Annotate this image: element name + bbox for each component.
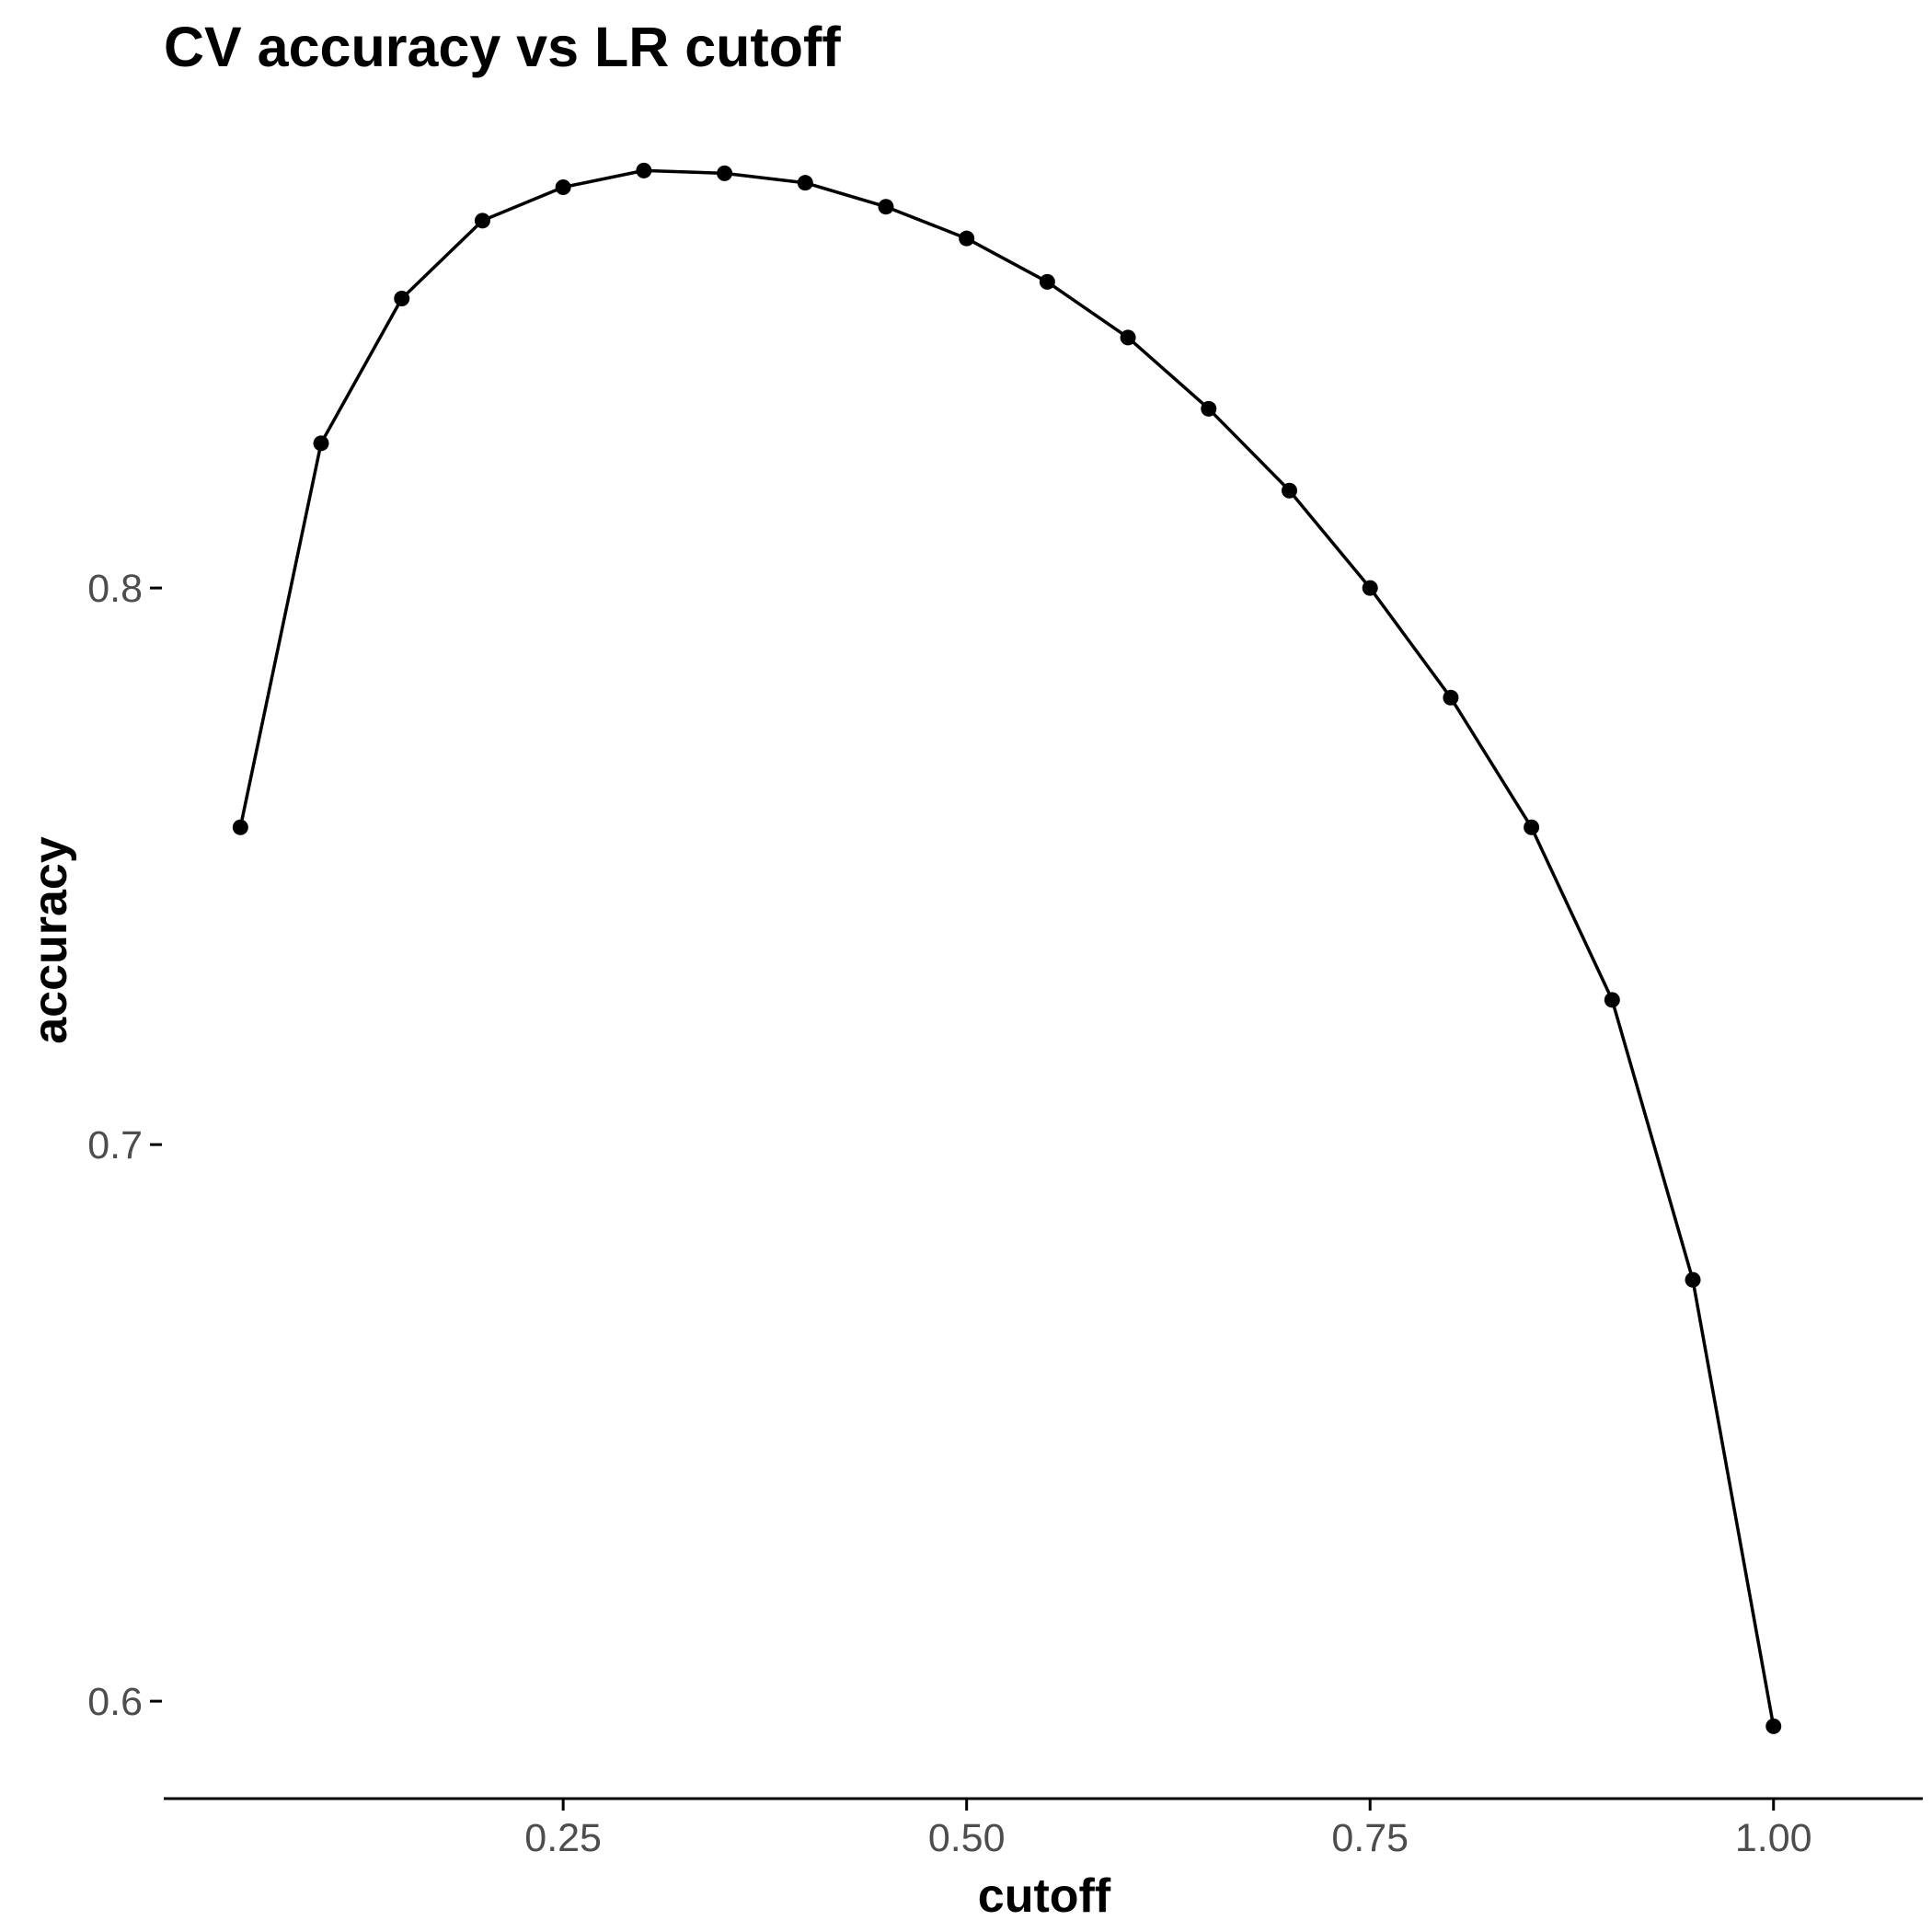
data-point-0-9 xyxy=(959,230,975,247)
x-tick-label-0: 0.25 xyxy=(524,1816,602,1860)
y-tick-label-2: 0.8 xyxy=(87,567,143,611)
y-axis-title: accuracy xyxy=(24,836,77,1044)
x-axis: 0.25 0.50 0.75 1.00 xyxy=(164,1797,1923,1860)
data-point-0-10 xyxy=(1039,273,1055,290)
chart-title: CV accuracy vs LR cutoff xyxy=(164,16,841,78)
data-point-0-17 xyxy=(1604,992,1620,1008)
data-point-0-14 xyxy=(1362,580,1378,596)
data-point-0-1 xyxy=(313,435,329,452)
data-point-0-16 xyxy=(1524,819,1540,835)
data-point-0-2 xyxy=(394,291,410,307)
data-point-0-0 xyxy=(232,819,248,835)
data-point-0-7 xyxy=(797,175,813,191)
data-point-0-4 xyxy=(555,179,571,196)
y-tick-label-1: 0.7 xyxy=(87,1123,143,1167)
data-point-0-12 xyxy=(1201,400,1217,417)
data-point-0-18 xyxy=(1685,1271,1701,1288)
data-point-0-13 xyxy=(1282,482,1298,499)
data-point-0-11 xyxy=(1120,329,1136,346)
y-tick-label-0: 0.6 xyxy=(87,1680,143,1724)
data-point-0-3 xyxy=(474,213,490,229)
data-point-0-5 xyxy=(636,162,652,178)
x-tick-label-1: 0.50 xyxy=(928,1816,1006,1860)
series-line-0 xyxy=(238,168,1776,1727)
x-tick-label-3: 1.00 xyxy=(1735,1816,1812,1860)
data-point-0-15 xyxy=(1443,689,1459,706)
series-layer xyxy=(232,162,1782,1734)
x-tick-label-2: 0.75 xyxy=(1331,1816,1409,1860)
y-axis: 0.6 0.7 0.8 xyxy=(87,567,162,1724)
data-point-0-8 xyxy=(878,199,894,215)
data-point-0-6 xyxy=(717,165,733,181)
x-axis-title: cutoff xyxy=(978,1869,1111,1923)
data-point-0-19 xyxy=(1765,1718,1782,1734)
